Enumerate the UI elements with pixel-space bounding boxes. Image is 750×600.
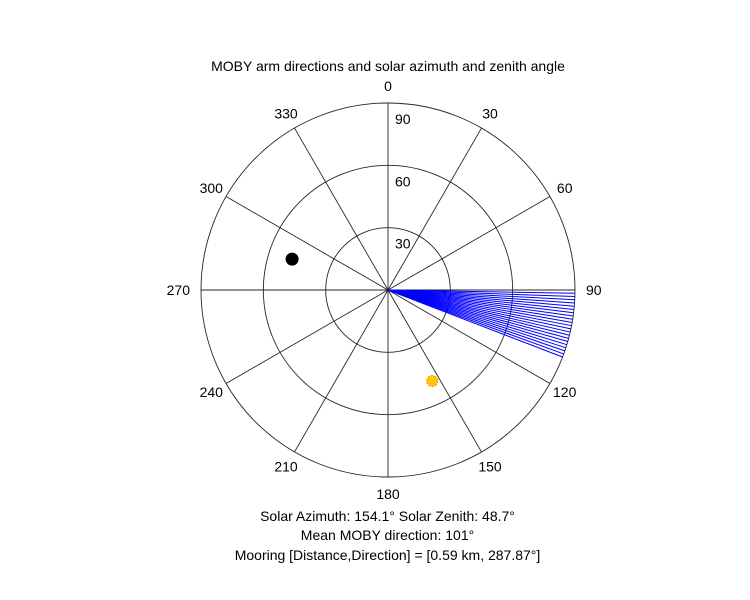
arm-direction-line xyxy=(387,289,573,323)
arm-direction-line xyxy=(387,289,575,301)
arm-direction-line xyxy=(387,289,572,330)
solar-caption: Solar Azimuth: 154.1° Solar Zenith: 48.7… xyxy=(260,508,515,524)
arm-direction-line xyxy=(387,289,572,327)
spoke-line-300 xyxy=(225,196,389,291)
theta-tick-label: 270 xyxy=(167,282,191,298)
theta-tick-label: 60 xyxy=(557,180,573,196)
arm-direction-line xyxy=(387,289,563,358)
arm-direction-line xyxy=(387,289,575,311)
arm-direction-line xyxy=(387,289,574,317)
moby-arm-lines xyxy=(387,289,575,358)
theta-tick-label: 120 xyxy=(553,384,577,400)
theta-tick-label: 210 xyxy=(274,459,298,475)
sun-marker xyxy=(426,375,439,387)
theta-tick-label: 300 xyxy=(200,180,224,196)
arm-direction-line xyxy=(387,289,575,304)
theta-tick-label: 330 xyxy=(274,105,298,121)
arm-direction-line xyxy=(387,289,567,346)
arm-direction-line xyxy=(387,289,564,355)
theta-tick-label: 240 xyxy=(200,384,224,400)
theta-tick-label: 0 xyxy=(384,78,392,94)
mean-direction-caption: Mean MOBY direction: 101° xyxy=(300,527,475,543)
radial-tick-label: 30 xyxy=(395,236,411,252)
theta-tick-label: 180 xyxy=(376,486,400,502)
theta-tick-label: 30 xyxy=(482,105,498,121)
tick-labels: 0 30 60 90 120 150 180 210 240 270 300 330 30 60 90 xyxy=(167,78,602,502)
arm-direction-line xyxy=(387,289,565,352)
arm-direction-line xyxy=(387,289,569,339)
arm-direction-line xyxy=(387,289,575,294)
arm-direction-line xyxy=(387,289,573,320)
radial-tick-label: 90 xyxy=(395,111,411,127)
ring-90 xyxy=(200,102,576,478)
polar-grid xyxy=(200,102,576,478)
arm-direction-line xyxy=(387,289,574,314)
ring-60 xyxy=(262,164,514,416)
arm-direction-line xyxy=(387,289,568,343)
ring-30 xyxy=(325,227,451,353)
mooring-marker xyxy=(285,252,299,266)
spoke-line-150 xyxy=(387,289,482,453)
markers xyxy=(285,252,439,387)
mooring-caption: Mooring [Distance,Direction] = [0.59 km,… xyxy=(234,547,541,563)
arm-direction-line xyxy=(387,289,575,298)
arm-direction-line xyxy=(387,289,575,307)
theta-tick-label: 150 xyxy=(478,459,502,475)
spoke-line-330 xyxy=(294,127,389,291)
spoke-line-210 xyxy=(294,289,389,453)
theta-tick-label: 90 xyxy=(586,282,602,298)
arm-direction-line xyxy=(387,289,571,333)
spoke-line-120 xyxy=(387,289,551,384)
chart-title: MOBY arm directions and solar azimuth an… xyxy=(211,58,565,74)
spoke-line-240 xyxy=(225,289,389,384)
spoke-line-30 xyxy=(387,127,482,291)
radial-tick-label: 60 xyxy=(395,173,411,189)
spoke-line-60 xyxy=(387,196,551,291)
arm-direction-line xyxy=(387,289,567,349)
arm-direction-line xyxy=(387,289,570,336)
